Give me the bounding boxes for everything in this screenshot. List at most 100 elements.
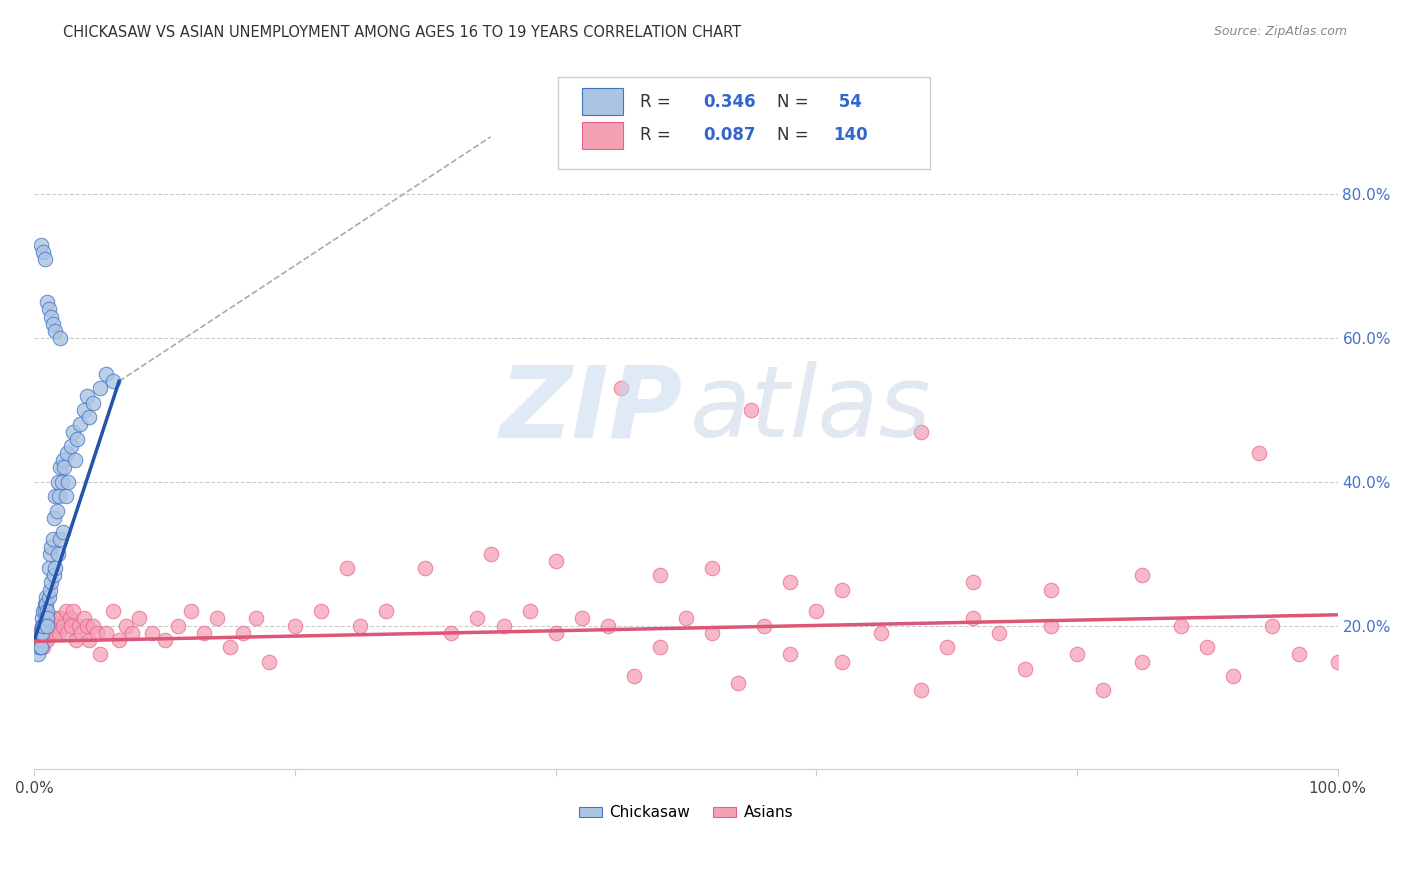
Legend: Chickasaw, Asians: Chickasaw, Asians [572,799,800,826]
Point [39,625,62,640]
Point [52,453,75,467]
Point [27,648,49,662]
Text: 0.346: 0.346 [703,93,755,111]
Point [63,453,86,467]
Point [349,618,371,632]
Point [73,403,96,417]
Point [89,648,111,662]
Point [46,618,69,632]
Point [257,655,280,669]
Point [754,618,776,632]
Point [962,575,984,590]
Point [479,547,502,561]
Point [1197,640,1219,654]
Point [62,604,84,618]
Point [727,676,749,690]
Point [39,575,62,590]
Point [94,367,117,381]
Point [38,561,60,575]
Point [1014,662,1036,676]
Point [101,374,124,388]
Point [141,625,163,640]
Point [987,625,1010,640]
Point [42,568,65,582]
Point [32,604,55,618]
Point [101,604,124,618]
Point [37,295,59,310]
Point [440,625,463,640]
Text: R =: R = [640,127,676,145]
Point [648,640,671,654]
Point [49,460,72,475]
Point [675,611,697,625]
Point [31,618,53,632]
Point [38,590,60,604]
Text: N =: N = [778,93,814,111]
Point [31,625,53,640]
Point [89,381,111,395]
Point [30,625,52,640]
Point [41,533,63,547]
Point [1039,618,1062,632]
Point [44,324,66,338]
Point [870,625,893,640]
Point [41,317,63,331]
Point [467,611,489,625]
Text: CHICKASAW VS ASIAN UNEMPLOYMENT AMONG AGES 16 TO 19 YEARS CORRELATION CHART: CHICKASAW VS ASIAN UNEMPLOYMENT AMONG AG… [63,25,741,40]
Text: 140: 140 [834,127,868,145]
Point [37,618,59,632]
Point [39,310,62,324]
Point [962,611,984,625]
Point [55,489,77,503]
Text: Source: ZipAtlas.com: Source: ZipAtlas.com [1213,25,1347,38]
Point [59,439,82,453]
Point [34,597,56,611]
Point [32,618,55,632]
Point [166,618,188,632]
Point [1130,655,1153,669]
Point [27,640,49,654]
Point [67,618,90,632]
Text: 0.087: 0.087 [703,127,755,145]
Point [232,625,254,640]
Point [121,625,143,640]
Point [375,604,398,618]
Point [245,611,267,625]
Point [153,632,176,647]
Point [58,611,80,625]
Point [1326,655,1348,669]
Point [205,611,228,625]
Point [1130,568,1153,582]
Point [218,640,240,654]
Point [77,632,100,647]
Point [31,632,53,647]
Point [25,640,48,654]
Point [76,389,98,403]
Point [700,561,723,575]
Point [39,582,62,597]
Point [37,618,59,632]
Point [35,625,58,640]
Point [544,625,567,640]
Point [52,525,75,540]
Text: atlas: atlas [690,361,932,458]
Point [935,640,957,654]
Point [114,618,136,632]
Point [48,625,70,640]
Point [35,597,58,611]
Point [1222,669,1244,683]
Point [596,618,619,632]
Point [46,547,69,561]
Point [37,632,59,647]
Point [519,604,541,618]
Point [32,640,55,654]
Point [45,611,67,625]
Point [492,618,515,632]
Point [73,611,96,625]
Point [30,640,52,654]
Point [55,604,77,618]
Point [52,618,75,632]
Point [571,611,593,625]
Point [309,604,332,618]
Point [44,625,66,640]
